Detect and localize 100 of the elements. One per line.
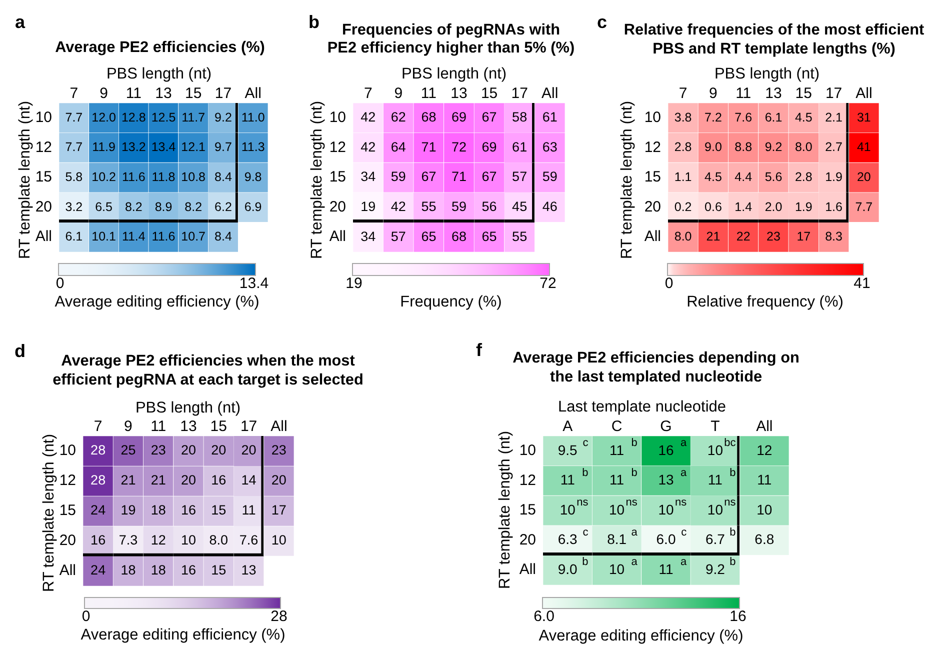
color-bar-label: 6.0 <box>534 608 554 626</box>
data-label: 2.0 <box>764 200 782 214</box>
y-tick-label: All <box>519 561 536 578</box>
chart-title: Average PE2 efficiencies when the most efficient pegRNA at each target is selected <box>52 352 364 390</box>
x-tick-label: 11 <box>420 85 437 102</box>
y-tick-label: 15 <box>644 168 661 186</box>
data-label: 9.0 <box>704 140 722 154</box>
data-label: 46 <box>542 199 558 214</box>
data-label: 11 <box>757 472 772 488</box>
y-tick-label: 20 <box>329 198 346 216</box>
x-tick-label: 13 <box>155 85 172 102</box>
data-label: 56 <box>482 199 497 214</box>
data-label: 0.2 <box>674 200 692 214</box>
data-label: 6.8 <box>754 531 774 548</box>
data-label: 10.8 <box>181 170 206 184</box>
data-label: 68 <box>451 228 467 244</box>
data-label: 1.9 <box>794 200 812 214</box>
x-tick-label: G <box>660 418 672 436</box>
x-tick-label: 13 <box>180 418 197 436</box>
data-label: 7.6 <box>239 532 258 548</box>
y-tick-label: 20 <box>35 198 52 216</box>
data-label: 71 <box>421 139 436 154</box>
data-label: 67 <box>482 169 497 184</box>
data-label: 4.5 <box>704 170 722 184</box>
data-label: 58 <box>512 110 528 125</box>
data-label: 9.7 <box>214 140 232 154</box>
data-label: 17 <box>271 502 286 518</box>
data-label: 19 <box>360 199 376 214</box>
x-tick-label: 11 <box>126 85 142 102</box>
data-label: 22 <box>736 230 750 244</box>
data-label: 65 <box>421 228 436 244</box>
data-label: 15 <box>211 502 226 518</box>
x-tick-label: 17 <box>825 85 842 102</box>
color-bar-label: 41 <box>854 275 870 292</box>
y-tick-label: 15 <box>519 502 536 519</box>
data-label: 72 <box>451 139 467 154</box>
data-label: 1.1 <box>674 170 692 184</box>
data-label: 61 <box>542 110 558 125</box>
data-label: 25 <box>120 442 136 458</box>
data-label: 59 <box>542 169 558 184</box>
data-label: 8.8 <box>734 140 752 154</box>
x-tick-label: All <box>756 418 773 436</box>
data-label: 59 <box>390 169 406 184</box>
y-tick-label: All <box>35 228 52 246</box>
data-label: 8.0 <box>794 140 812 154</box>
x-tick-label: 13 <box>765 85 782 102</box>
color-bar-title: Average editing efficiency (%) <box>54 293 260 310</box>
y-tick-label: All <box>59 562 76 580</box>
y-axis-title: RT template length (nt) <box>16 101 34 259</box>
data-label: 17 <box>796 230 811 244</box>
color-bar-label: 0 <box>664 275 674 292</box>
y-tick-label: 20 <box>644 198 661 216</box>
x-tick-label: All <box>270 418 288 436</box>
x-tick-label: All <box>856 85 872 102</box>
data-label: 63 <box>542 139 558 154</box>
chart-title: Relative frequencies of the most efficient PBS and RT template lengths (%) <box>624 22 924 59</box>
data-label: 1.6 <box>825 200 843 214</box>
color-bar-label: 13.4 <box>239 275 269 292</box>
data-label: 2.1 <box>825 110 843 124</box>
y-tick-label: All <box>644 228 661 246</box>
data-label: 34 <box>360 169 376 184</box>
data-label: 69 <box>451 110 467 125</box>
y-tick-label: 15 <box>59 502 76 520</box>
data-label: 9.2 <box>214 110 232 124</box>
color-bar-label: 0 <box>82 608 90 626</box>
data-label: 18 <box>150 502 166 518</box>
data-label: 6.2 <box>214 200 232 214</box>
x-tick-label: 7 <box>678 85 688 102</box>
data-label: 11.0 <box>241 110 265 124</box>
data-label: 12.5 <box>151 110 176 124</box>
data-label: 11.8 <box>152 170 176 184</box>
data-label: 57 <box>512 169 528 184</box>
data-label: 4.4 <box>734 170 752 184</box>
data-label: 7.3 <box>118 532 138 548</box>
data-label: 12.0 <box>92 110 116 124</box>
chart-title: Average PE2 efficiencies depending on the last templated nucleotide <box>512 350 800 387</box>
x-tick-label: 9 <box>124 418 132 436</box>
data-label: 18 <box>120 562 136 578</box>
data-label: 42 <box>360 139 376 154</box>
data-label: 31 <box>856 110 871 124</box>
data-label: 14 <box>241 472 257 488</box>
color-bar-title: Average editing efficiency (%) <box>538 627 744 644</box>
data-label: 23 <box>271 442 286 458</box>
x-axis-title: PBS length (nt) <box>106 64 212 84</box>
y-axis-title: RT template length (nt) <box>618 101 636 259</box>
data-label: 5.8 <box>65 170 83 184</box>
data-label: 61 <box>512 139 528 154</box>
data-label: 9.2 <box>764 140 782 154</box>
data-label: 11.6 <box>152 230 176 244</box>
data-label: 23 <box>766 230 780 244</box>
data-label: 21 <box>120 472 136 488</box>
data-label: 21 <box>706 230 720 244</box>
data-label: 6.1 <box>65 230 83 244</box>
data-label: 8.0 <box>674 230 692 244</box>
data-label: 12 <box>150 532 166 548</box>
x-tick-label: 17 <box>511 85 528 102</box>
data-label: 8.3 <box>825 230 843 244</box>
y-tick-label: 20 <box>59 532 76 550</box>
data-label: 20 <box>241 442 256 458</box>
color-bar-title: Frequency (%) <box>400 293 502 310</box>
